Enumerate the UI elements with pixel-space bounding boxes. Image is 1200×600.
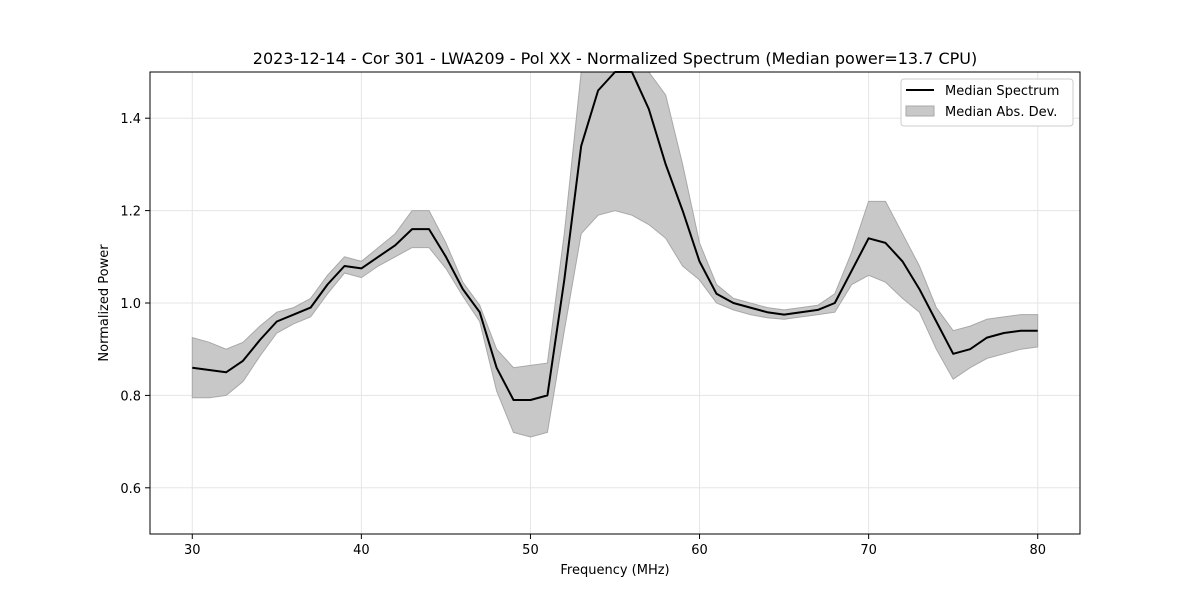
median-abs-dev-band <box>191 71 1039 438</box>
y-tick-label: 0.6 <box>120 482 141 497</box>
x-tick-label: 70 <box>860 543 877 558</box>
x-axis: 30 40 50 60 70 80 <box>184 534 1046 558</box>
legend: Median Spectrum Median Abs. Dev. <box>900 78 1074 127</box>
x-tick-label: 40 <box>353 543 370 558</box>
legend-box <box>900 78 1074 127</box>
y-tick-label: 1.4 <box>120 112 141 127</box>
legend-median-abs-dev-label: Median Abs. Dev. <box>945 105 1057 120</box>
x-tick-label: 50 <box>522 543 539 558</box>
x-tick-label: 60 <box>691 543 708 558</box>
legend-median-spectrum-label: Median Spectrum <box>945 84 1059 99</box>
y-tick-label: 1.2 <box>120 205 141 220</box>
y-tick-label: 1.0 <box>120 297 141 312</box>
y-tick-label: 0.8 <box>120 389 141 404</box>
x-tick-label: 80 <box>1029 543 1046 558</box>
x-tick-label: 30 <box>184 543 201 558</box>
y-axis: 0.6 0.8 1.0 1.2 1.4 <box>120 112 150 497</box>
chart-title: 2023-12-14 - Cor 301 - LWA209 - Pol XX -… <box>253 49 977 68</box>
x-axis-label: Frequency (MHz) <box>560 563 669 578</box>
legend-median-abs-dev-swatch <box>905 105 935 117</box>
y-axis-label: Normalized Power <box>97 244 112 362</box>
